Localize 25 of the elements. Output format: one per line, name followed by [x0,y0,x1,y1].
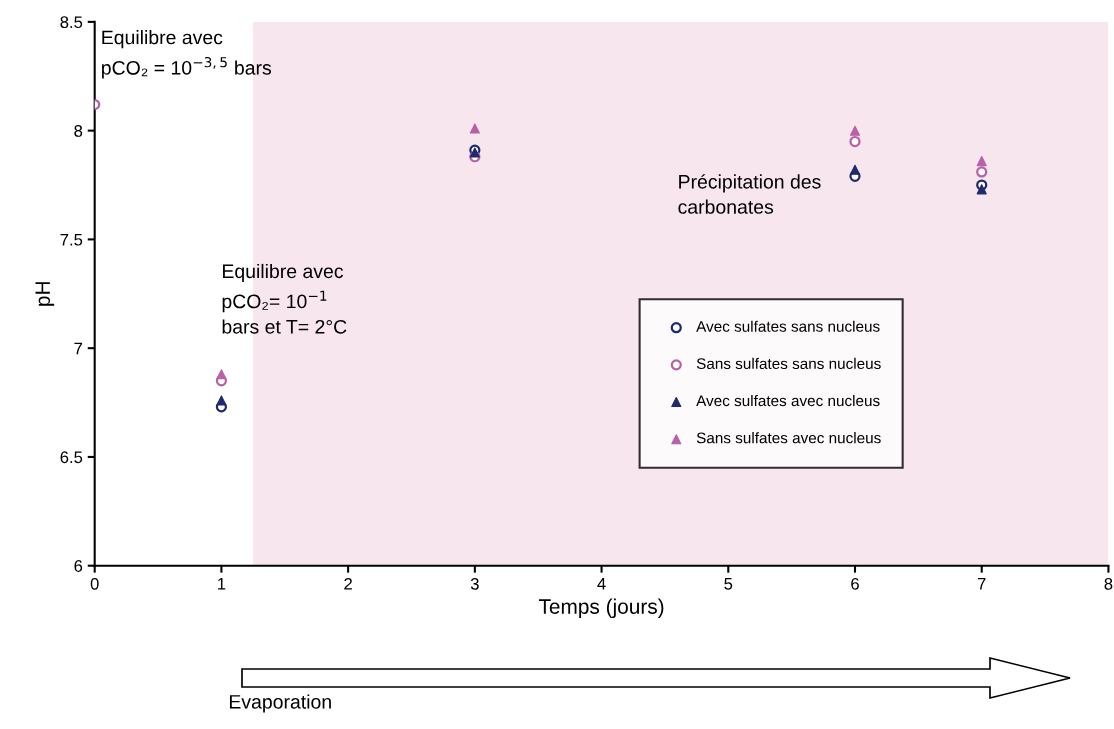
y-tick-label: 6.5 [60,451,83,464]
legend-label: Sans sulfates avec nucleus [696,432,881,444]
x-tick-label: 5 [724,578,733,590]
x-tick-label: 6 [851,577,859,590]
x-tick-label: 8 [1104,577,1113,590]
annotation: Précipitation des carbonates [678,174,821,214]
legend-label: Avec sulfates avec nucleus [696,394,880,407]
x-tick-label: 2 [344,577,352,590]
x-tick-label: 4 [597,578,606,590]
y-tick-label: 6 [74,560,83,572]
x-tick-label: 0 [90,577,99,590]
annotation: Equilibre avec pCO₂ = 10$^{−3,5}$ bars [102,30,272,79]
x-axis-title: Temps (jours) [538,598,664,619]
y-axis-title: pH [35,282,55,306]
legend-label: Sans sulfates sans nucleus [696,357,881,370]
x-tick-label: 1 [218,578,226,590]
x-tick-label: 7 [977,578,986,590]
y-tick-label: 7 [74,342,83,355]
legend-label: Avec sulfates sans nucleus [696,320,880,332]
y-tick-label: 8.5 [60,16,83,29]
y-tick-label: 8 [74,125,83,137]
x-tick-label: 3 [470,577,479,590]
text: Equilibre avec pCO₂= 10$^{−1}$ bars et T= 2°C [222,263,347,334]
y-tick-label: 7.5 [60,233,83,246]
text: Evaporation [229,694,331,713]
